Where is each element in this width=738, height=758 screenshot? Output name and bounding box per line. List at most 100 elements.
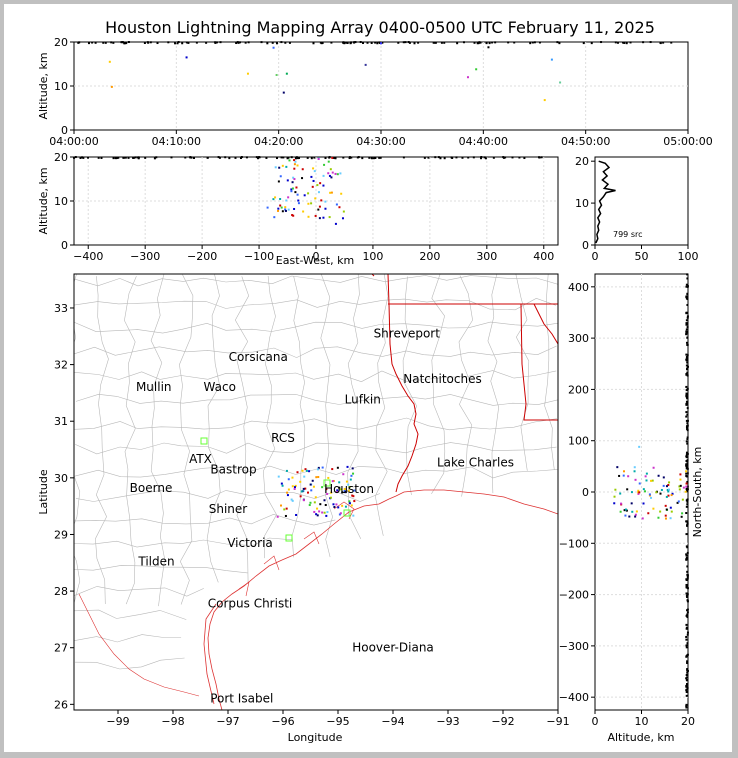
altitude-ns-source [619,510,622,513]
map-source [350,504,353,507]
map-source [343,488,346,491]
altitude-ns-source [638,482,641,485]
time-altitude-background-source [473,41,476,44]
altitude-ns-background-source [685,706,688,709]
map-source [351,494,354,497]
ew-altitude-source [297,199,300,202]
ew-altitude-background-source [265,156,268,159]
map-source [291,499,294,502]
ew-altitude-source [293,167,296,170]
ew-altitude-background-source [245,156,248,159]
ew-altitude-background-source [523,157,526,160]
altitude-ns-background-source [685,402,688,405]
altitude-ns-background-source [685,655,688,658]
altitude-ns-source [642,502,645,505]
ew-altitude-source [339,172,342,175]
time-altitude-background-source [623,41,626,44]
map-source [299,480,302,483]
altitude-ns-background-source [685,297,688,300]
altitude-ns-background-source [685,400,688,403]
ew-altitude-xtick-label: 400 [533,250,554,263]
ew-altitude-source [324,200,327,203]
altitude-ns-background-source [685,353,688,356]
ew-altitude-background-source [350,156,353,159]
ew-altitude-source [334,222,337,225]
altitude-ns-background-source [686,277,689,280]
time-altitude-source [466,76,469,79]
map-source [303,475,306,478]
altitude-ns-background-source [685,364,688,367]
ew-altitude-background-source [224,156,227,159]
altitude-ns-background-source [685,487,688,490]
ew-altitude-background-source [368,156,371,159]
time-altitude-background-source [494,41,497,44]
time-altitude-background-source [149,41,152,44]
map-source [313,510,316,513]
altitude-ns-background-source [686,551,689,554]
ew-altitude-background-source [461,156,464,159]
ew-altitude-background-source [450,156,453,159]
time-altitude-background-source [247,41,250,44]
altitude-ns-background-source [685,679,688,682]
altitude-ns-source [623,470,626,473]
map-place-label: Port Isabel [210,692,273,706]
time-altitude-ylabel: Altitude, km [37,52,50,119]
ew-altitude-background-source [328,156,331,159]
altitude-ns-source [685,482,688,485]
altitude-ns-source [664,514,667,517]
map-source [314,496,317,499]
altitude-ns-background-source [686,595,689,598]
ew-altitude-background-source [306,156,309,159]
map-source [321,511,324,514]
map-source [338,481,341,484]
ew-altitude-source [307,215,310,218]
ew-altitude-background-source [275,157,278,160]
altitude-ns-background-source [686,315,689,318]
station-marker [200,437,208,445]
altitude-ns-background-source [685,392,688,395]
time-altitude-background-source [404,41,407,44]
altitude-ns-background-source [686,633,689,636]
map-source [352,514,355,517]
altitude-ns-background-source [685,691,688,694]
altitude-ns-panel: 0 10 20 −400 −300 −200 −100 0 100 200 300 400 Altit… [559,273,704,744]
map-source [285,469,288,472]
altitude-ns-source [678,488,681,491]
ew-altitude-source [317,158,320,161]
county-line [74,275,558,287]
altitude-ns-xtick-label: 10 [635,715,649,728]
time-altitude-background-source [181,42,184,45]
ew-altitude-source [291,214,294,217]
map-xlabel: Longitude [288,731,343,744]
altitude-ns-source [624,508,627,511]
altitude-ns-background-source [686,565,689,568]
map-ytick-label: 29 [54,528,68,541]
ew-altitude-source [310,202,313,205]
altitude-ns-source [669,506,672,509]
altitude-ns-background-source [686,616,689,619]
map-source [290,498,293,501]
map-source [317,466,320,469]
county-line [150,274,166,607]
time-altitude-background-source [350,41,353,44]
map-source [339,512,342,515]
altitude-ns-source [619,492,622,495]
altitude-ns-background-source [685,520,688,523]
map-place-label: Bastrop [210,462,256,476]
ew-altitude-background-source [153,157,156,160]
ew-altitude-background-source [240,156,243,159]
map-source [341,504,344,507]
altitude-ns-source [665,495,668,498]
altitude-ns-source [648,493,651,496]
time-altitude-background-source [432,41,435,44]
time-altitude-background-source [462,41,465,44]
ew-altitude-source [287,196,290,199]
altitude-ns-background-source [685,638,688,641]
altitude-ns-ytick-label: 0 [582,486,589,499]
map-source [348,502,351,505]
time-altitude-background-source [238,41,241,44]
altitude-ns-source [680,515,683,518]
altitude-ns-background-source [685,557,688,560]
ew-altitude-source [317,191,320,194]
altitude-ns-background-source [685,505,688,508]
